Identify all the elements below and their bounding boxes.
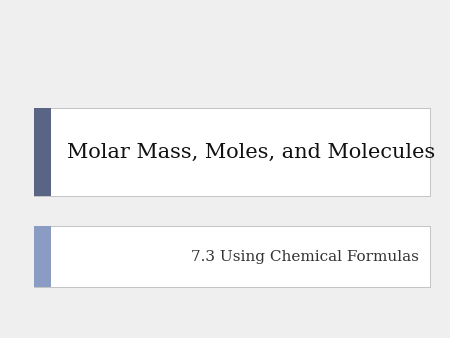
Bar [34,226,51,287]
Bar [34,108,430,196]
Bar [34,226,430,287]
Text: 7.3 Using Chemical Formulas: 7.3 Using Chemical Formulas [191,250,418,264]
Text: Molar Mass, Moles, and Molecules: Molar Mass, Moles, and Molecules [67,143,435,162]
Bar [34,108,51,196]
